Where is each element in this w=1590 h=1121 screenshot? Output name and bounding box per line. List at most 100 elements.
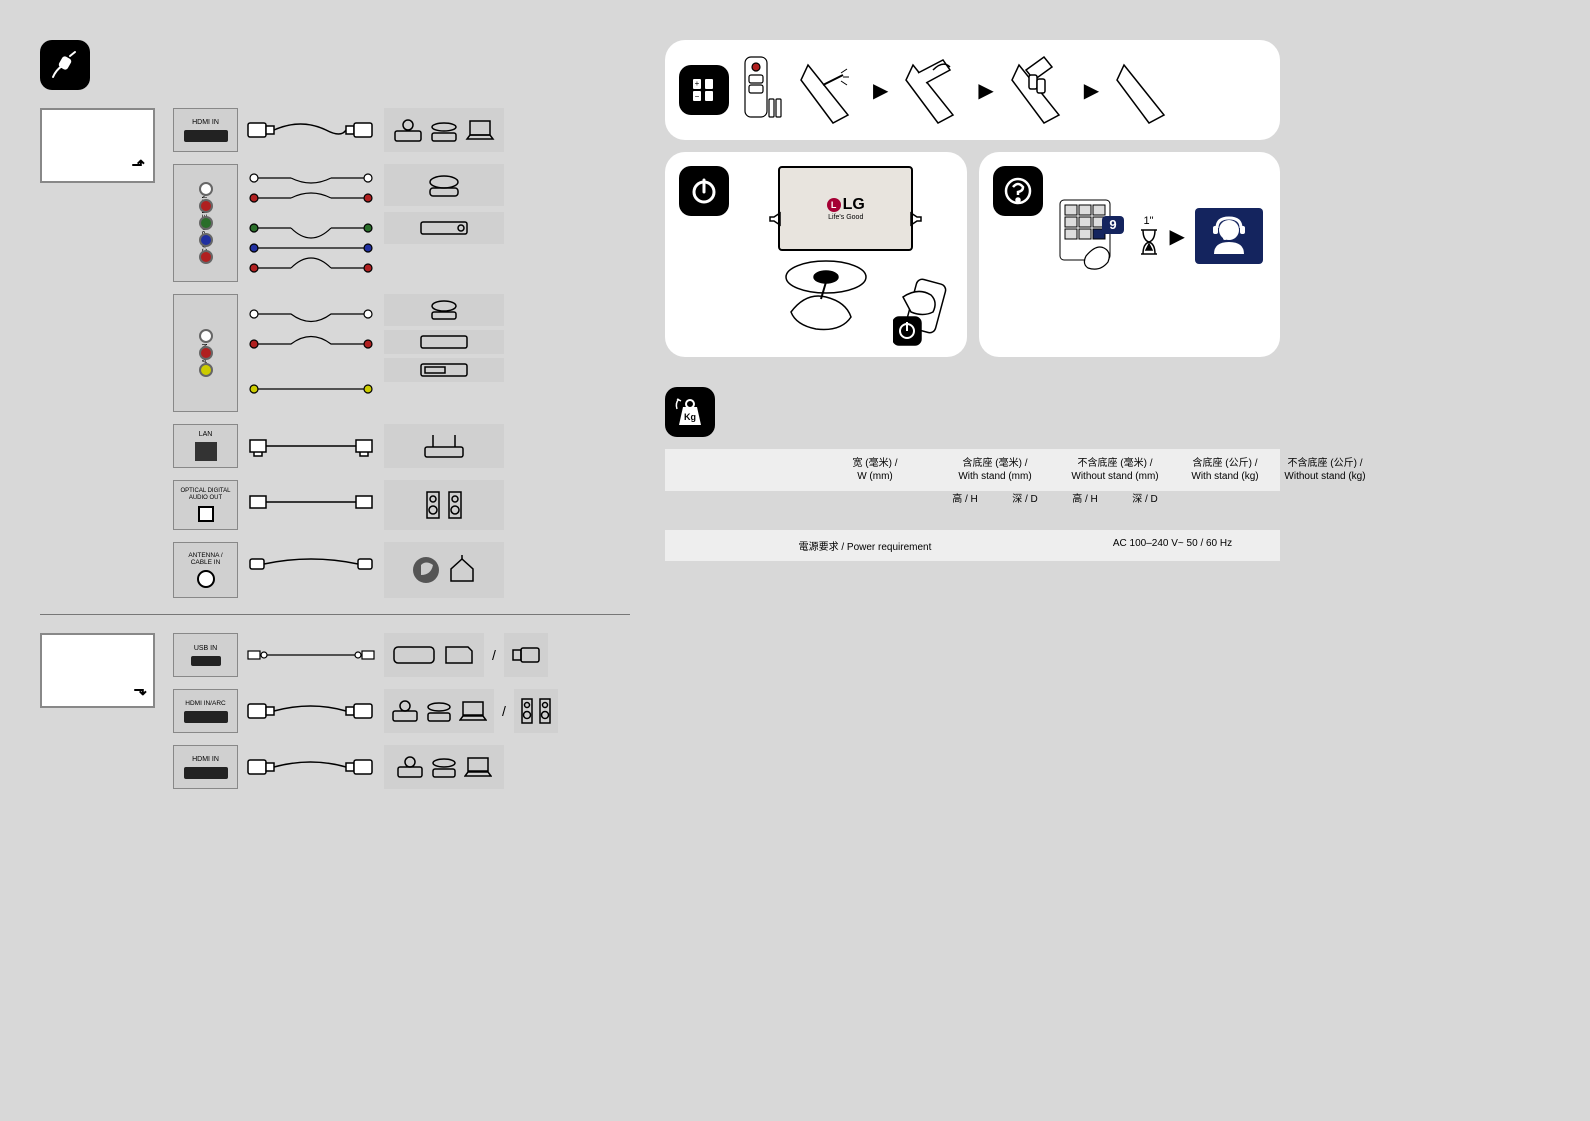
spec-col-w: 宽 (毫米) / W (mm) [815,457,935,483]
step-arrow-icon: ▶ [1170,224,1185,249]
laptop-icon [459,699,487,723]
side-ports-group: USB IN / [173,633,630,795]
step-arrow-icon: ▶ [978,78,993,103]
optical-cable-icon [246,480,376,524]
separator: / [502,703,506,719]
step-arrow-icon: ▶ [873,78,888,103]
speaker-icon [521,698,533,724]
spec-col-nostand-mm: 不含底座 (毫米) / Without stand (mm) [1055,457,1175,483]
port-row-lan: LAN [173,424,630,468]
speaker-right-icon [905,209,925,229]
spec-section: Kg 宽 (毫米) / W (mm) 含底座 (毫米) / With stand… [665,387,1280,561]
usb-devices [384,633,484,677]
rear-ports-group: HDMI IN C [173,108,630,604]
divider [40,614,630,615]
speaker-left-icon [766,209,786,229]
lan-devices [384,424,504,468]
coax-cable-icon [246,542,376,586]
spec-col-withstand-mm: 含底座 (毫米) / With stand (mm) [935,457,1055,483]
port-row-antenna: ANTENNA / CABLE IN [173,542,630,598]
stb-flat-icon [419,334,469,350]
port-panel-av: AV IN [173,294,238,412]
antenna-devices [384,542,504,598]
av-devices-3 [384,358,504,382]
spec-power-row: 電源要求 / Power requirement AC 100–240 V~ 5… [665,530,1280,561]
remote-with-batteries-icon [739,55,783,125]
help-card: 9 1" ▶ [979,152,1281,357]
power-badge-icon [679,166,729,216]
spec-sub-d: 深 / D [1115,493,1175,506]
hdmi-side-devices [384,745,504,789]
disc-round-icon [424,170,464,200]
battery-step-4-icon [1109,55,1179,125]
port-panel-optical: OPTICAL DIGITAL AUDIO OUT [173,480,238,530]
port-label: HDMI IN [192,119,219,126]
port-row-hdmi: HDMI IN [173,108,630,152]
lg-tagline: Life's Good [828,214,863,221]
speaker-icon [539,698,551,724]
laptop-icon [465,117,495,143]
help-key-9: 9 [1109,217,1116,232]
port-row-usb: USB IN / [173,633,630,677]
power-req-value: AC 100–240 V~ 50 / 60 Hz [1065,538,1280,553]
support-agent-icon [1195,208,1263,264]
speaker-icon [447,490,463,520]
card-icon [442,645,476,665]
disc-round-icon [424,298,464,322]
help-wait-label: 1" [1144,215,1154,227]
disc-icon [425,699,453,723]
lg-brand: LG [843,196,865,213]
usb-stick-device [504,633,548,677]
svg-text:−: − [695,92,700,101]
house-antenna-icon [447,555,477,585]
hdmi-arc-speakers [514,689,558,733]
port-panel-lan: LAN [173,424,238,468]
component-devices-1 [384,164,504,206]
lg-tv-icon: LLG Life's Good [778,166,913,251]
port-row-optical: OPTICAL DIGITAL AUDIO OUT [173,480,630,530]
remote-power-icon [893,277,953,347]
port-panel-component: COMPONENT IN [173,164,238,282]
battery-step-1-icon [793,55,863,125]
hdmi-cable-icon [246,745,376,789]
tv-rear-thumb: ⬏ [40,108,155,183]
port-panel-hdmi-side: HDMI IN [173,745,238,789]
port-row-av: AV IN [173,294,630,412]
stb-icon [391,699,419,723]
tv-side-thumb: ⬎ [40,633,155,708]
component-cable-icon [246,164,376,282]
weight-badge-icon: Kg [665,387,715,437]
port-panel-hdmi: HDMI IN [173,108,238,152]
port-label: LAN [199,431,213,438]
step-arrow-icon: ▶ [1084,78,1099,103]
usb-stick-icon [511,646,541,664]
remote-battery-card: + − ▶ [665,40,1280,140]
port-panel-antenna: ANTENNA / CABLE IN [173,542,238,598]
spec-sub-d: 深 / D [995,493,1055,506]
power-req-label: 電源要求 / Power requirement [665,538,1065,553]
keypad-press-icon: 9 [1056,196,1128,276]
rear-arrow-icon: ⬏ [132,155,145,175]
disc-icon [430,755,458,779]
port-panel-hdmi-arc: HDMI IN/ARC [173,689,238,733]
stb-icon [396,755,424,779]
battery-step-2-icon [898,55,968,125]
right-section: + − ▶ [665,40,1280,561]
power-card: LLG Life's Good [665,152,967,357]
av-cable-icon [246,294,376,412]
spec-col-nostand-kg: 不含底座 (公斤) / Without stand (kg) [1275,457,1375,483]
usb-cable-icon [246,633,376,677]
lan-cable-icon [246,424,376,468]
port-label: HDMI IN/ARC [185,700,225,707]
spec-header-row: 宽 (毫米) / W (mm) 含底座 (毫米) / With stand (m… [665,449,1280,491]
hdmi-devices [384,108,504,152]
stb-flat-icon [419,218,469,238]
hdmi-cable-icon [246,108,376,152]
side-arrow-icon: ⬎ [134,680,147,700]
separator: / [492,647,496,663]
remote-badge-icon: + − [679,65,729,115]
port-row-hdmi-side: HDMI IN [173,745,630,789]
svg-text:Kg: Kg [684,412,696,422]
spec-sub-h: 高 / H [1055,493,1115,506]
svg-text:+: + [695,79,700,88]
